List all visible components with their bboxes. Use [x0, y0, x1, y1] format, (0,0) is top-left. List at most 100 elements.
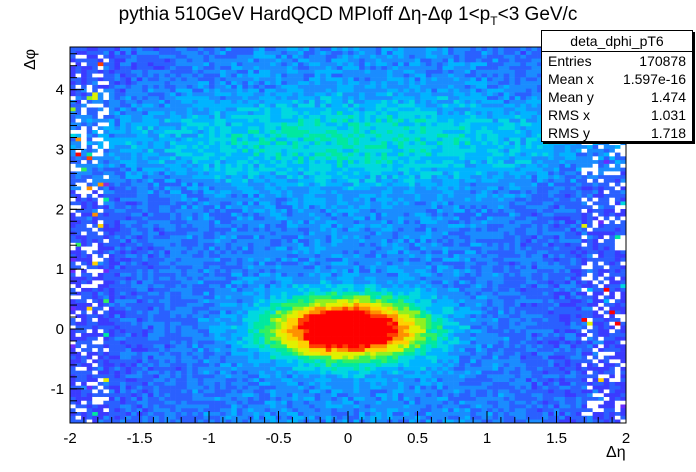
heatmap-cell [303, 171, 310, 176]
heatmap-cell [209, 332, 215, 337]
heatmap-cell [181, 88, 188, 93]
heatmap-cell [336, 73, 343, 78]
heatmap-cell [108, 137, 115, 142]
heatmap-cell [175, 336, 182, 341]
heatmap-cell [320, 129, 327, 134]
heatmap-cell [270, 212, 277, 217]
heatmap-cell [147, 47, 154, 52]
heatmap-cell [281, 197, 288, 202]
heatmap-cell [209, 58, 215, 63]
heatmap-cell [186, 92, 193, 97]
heatmap-cell [336, 58, 343, 63]
heatmap-cell [164, 167, 171, 172]
heatmap-cell [264, 377, 271, 382]
heatmap-cell [131, 295, 138, 300]
heatmap-cell [281, 306, 288, 311]
heatmap-cell [186, 336, 193, 341]
heatmap-cell [153, 174, 160, 179]
heatmap-cell [86, 95, 93, 100]
heatmap-cell [286, 359, 293, 364]
heatmap-cell [275, 295, 282, 300]
heatmap-cell [197, 302, 204, 307]
heatmap-cell [81, 84, 87, 89]
heatmap-cell [253, 54, 260, 59]
heatmap-cell [320, 156, 327, 161]
heatmap-cell [331, 92, 338, 97]
heatmap-cell [81, 73, 87, 78]
heatmap-cell [214, 336, 221, 341]
heatmap-cell [181, 92, 188, 97]
heatmap-cell [81, 137, 87, 142]
heatmap-cell [108, 265, 115, 270]
heatmap-cell [309, 163, 315, 168]
heatmap-cell [259, 50, 265, 55]
heatmap-cell [309, 359, 315, 364]
heatmap-cell [253, 291, 260, 296]
heatmap-cell [292, 62, 299, 67]
heatmap-cell [181, 250, 188, 255]
heatmap-cell [203, 280, 210, 285]
heatmap-cell [164, 389, 171, 394]
heatmap-cell [220, 77, 226, 82]
heatmap-cell [114, 340, 121, 345]
heatmap-cell [75, 163, 82, 168]
heatmap-cell [209, 359, 215, 364]
heatmap-cell [142, 54, 149, 59]
heatmap-cell [336, 186, 343, 191]
heatmap-cell [325, 325, 332, 330]
heatmap-cell [253, 340, 260, 345]
heatmap-cell [97, 125, 104, 131]
heatmap-cell [331, 336, 338, 341]
heatmap-cell [336, 80, 343, 85]
heatmap-cell [220, 189, 226, 194]
heatmap-cell [297, 302, 304, 307]
heatmap-cell [92, 212, 99, 217]
heatmap-cell [97, 152, 104, 157]
heatmap-cell [92, 377, 99, 382]
heatmap-cell [247, 69, 254, 74]
heatmap-cell [181, 133, 188, 138]
heatmap-cell [186, 272, 193, 277]
heatmap-cell [142, 419, 149, 424]
heatmap-cell [231, 317, 238, 322]
heatmap-cell [136, 231, 143, 236]
heatmap-cell [103, 137, 110, 142]
heatmap-cell [214, 302, 221, 307]
heatmap-cell [297, 396, 304, 401]
heatmap-cell [259, 197, 265, 202]
heatmap-cell [286, 50, 293, 55]
heatmap-cell [114, 283, 121, 288]
heatmap-cell [297, 62, 304, 67]
heatmap-cell [325, 92, 332, 97]
heatmap-cell [292, 152, 299, 157]
heatmap-cell [314, 186, 321, 191]
heatmap-cell [309, 212, 315, 217]
heatmap-cell [164, 321, 171, 326]
heatmap-cell [158, 88, 165, 93]
heatmap-cell [158, 340, 165, 345]
heatmap-cell [120, 419, 126, 424]
heatmap-cell [70, 272, 76, 277]
heatmap-cell [247, 133, 254, 138]
heatmap-cell [220, 182, 226, 187]
heatmap-cell [147, 366, 154, 371]
heatmap-cell [181, 80, 188, 85]
heatmap-cell [231, 276, 238, 281]
heatmap-cell [70, 186, 76, 191]
heatmap-cell [131, 329, 138, 334]
heatmap-cell [253, 77, 260, 82]
heatmap-cell [158, 306, 165, 311]
heatmap-cell [120, 65, 126, 70]
heatmap-cell [203, 257, 210, 262]
heatmap-cell [147, 336, 154, 341]
heatmap-cell [170, 321, 176, 326]
heatmap-cell [75, 400, 82, 405]
heatmap-cell [292, 283, 299, 288]
heatmap-cell [286, 261, 293, 266]
heatmap-cell [81, 404, 87, 409]
heatmap-cell [131, 107, 138, 112]
heatmap-cell [259, 407, 265, 413]
heatmap-cell [103, 122, 110, 127]
heatmap-cell [120, 193, 126, 198]
heatmap-cell [275, 332, 282, 337]
